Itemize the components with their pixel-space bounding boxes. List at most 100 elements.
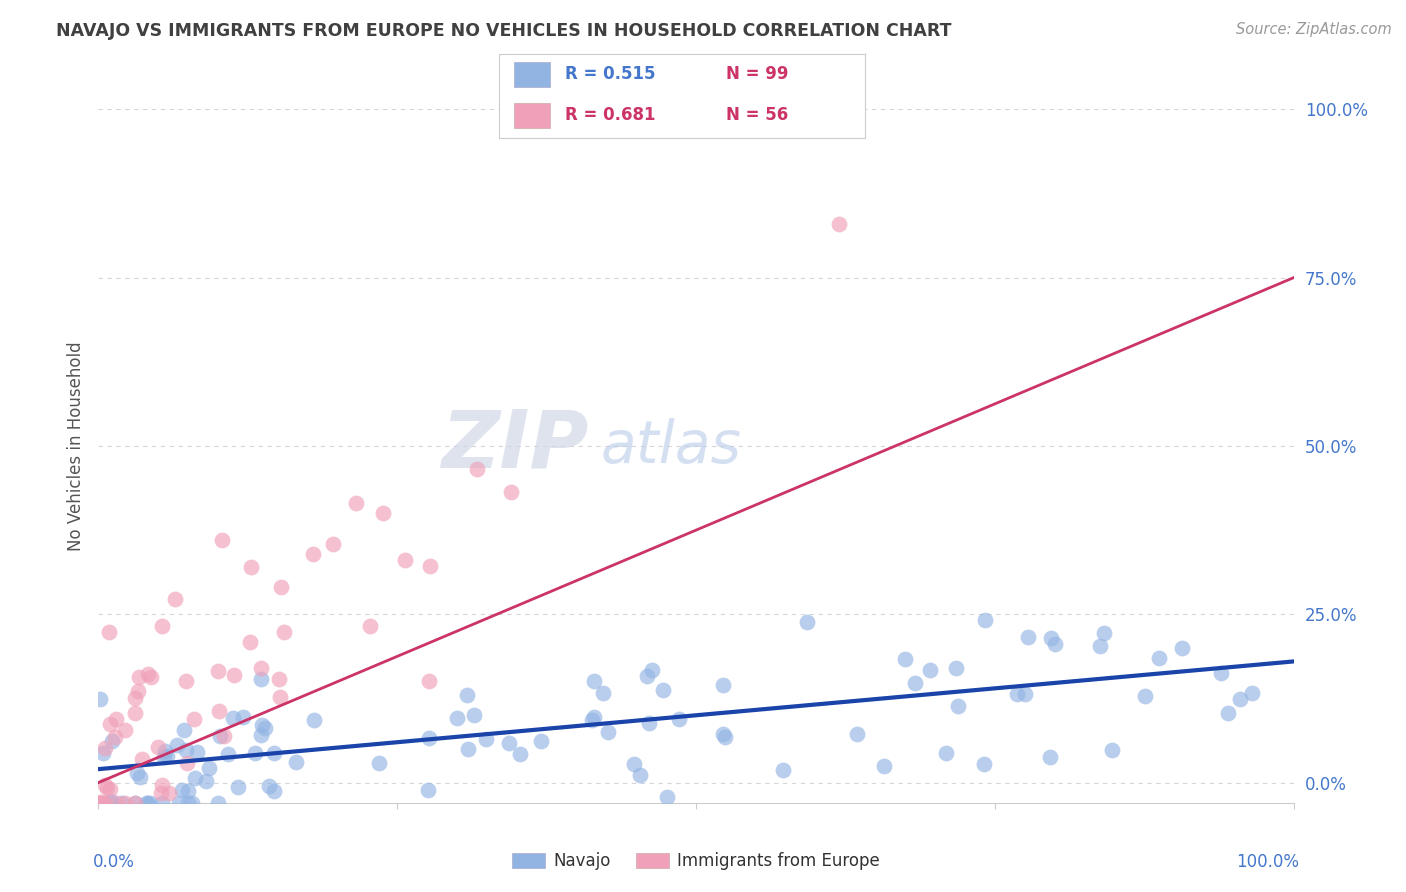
- Point: [139, 670, 162, 684]
- Point: [711, 678, 734, 692]
- Point: [498, 735, 520, 749]
- Point: [211, 533, 233, 547]
- Point: [973, 757, 995, 772]
- Point: [212, 729, 235, 743]
- Point: [197, 761, 219, 775]
- Point: [418, 673, 440, 688]
- Point: [153, 750, 176, 764]
- Bar: [513, 62, 550, 87]
- Point: [419, 559, 441, 574]
- Point: [1014, 686, 1036, 700]
- Point: [98, 796, 121, 810]
- Point: [107, 796, 129, 810]
- Point: [935, 746, 957, 760]
- Text: atlas: atlas: [600, 417, 741, 475]
- Point: [368, 756, 391, 771]
- Text: ZIP: ZIP: [441, 407, 588, 485]
- Point: [89, 691, 111, 706]
- Point: [124, 796, 146, 810]
- Point: [98, 717, 121, 731]
- Point: [125, 765, 148, 780]
- Point: [628, 767, 651, 781]
- Text: N = 99: N = 99: [725, 65, 789, 83]
- Point: [124, 796, 146, 810]
- Point: [1216, 706, 1239, 720]
- Point: [596, 725, 619, 739]
- Point: [231, 709, 253, 723]
- Point: [1133, 689, 1156, 703]
- Point: [173, 723, 195, 737]
- Point: [98, 782, 121, 797]
- Point: [217, 747, 239, 761]
- Point: [96, 780, 118, 795]
- Point: [828, 217, 851, 231]
- Point: [174, 674, 197, 689]
- Point: [302, 713, 325, 727]
- Point: [135, 796, 157, 810]
- Point: [285, 756, 308, 770]
- Point: [1240, 686, 1263, 700]
- Point: [269, 690, 291, 705]
- Point: [1039, 632, 1062, 646]
- Point: [150, 778, 173, 792]
- Point: [243, 747, 266, 761]
- Point: [894, 651, 917, 665]
- Point: [176, 756, 198, 771]
- Point: [89, 796, 111, 810]
- Point: [128, 770, 150, 784]
- Point: [418, 731, 440, 746]
- Point: [136, 666, 159, 681]
- Point: [186, 745, 208, 759]
- Text: R = 0.681: R = 0.681: [565, 106, 655, 124]
- Point: [257, 780, 280, 794]
- Point: [209, 729, 232, 743]
- Point: [263, 784, 285, 798]
- Point: [176, 743, 198, 757]
- Point: [465, 461, 488, 475]
- Point: [150, 796, 173, 810]
- Point: [845, 727, 868, 741]
- Point: [668, 712, 690, 726]
- Point: [457, 741, 479, 756]
- Point: [263, 746, 285, 760]
- Point: [139, 796, 162, 810]
- Point: [128, 670, 150, 684]
- Point: [91, 746, 114, 760]
- Point: [456, 688, 478, 702]
- Point: [94, 740, 117, 755]
- Point: [583, 709, 606, 723]
- Legend: Navajo, Immigrants from Europe: Navajo, Immigrants from Europe: [505, 846, 887, 877]
- Text: 0.0%: 0.0%: [93, 853, 135, 871]
- Point: [714, 730, 737, 744]
- Point: [1088, 639, 1111, 653]
- Point: [1101, 743, 1123, 757]
- Y-axis label: No Vehicles in Household: No Vehicles in Household: [66, 341, 84, 551]
- Point: [157, 786, 180, 800]
- Point: [509, 747, 531, 762]
- Point: [104, 730, 127, 744]
- Point: [1092, 625, 1115, 640]
- Point: [224, 667, 246, 681]
- Point: [114, 796, 136, 810]
- Point: [124, 691, 146, 706]
- Point: [172, 783, 194, 797]
- Point: [184, 772, 207, 786]
- Point: [302, 547, 325, 561]
- Point: [273, 624, 295, 639]
- Point: [475, 732, 498, 747]
- Point: [169, 796, 191, 810]
- Point: [974, 613, 997, 627]
- Point: [623, 757, 645, 772]
- Point: [177, 796, 200, 810]
- Point: [796, 615, 818, 629]
- Point: [641, 663, 664, 677]
- Text: R = 0.515: R = 0.515: [565, 65, 655, 83]
- Point: [207, 664, 229, 678]
- Point: [394, 553, 416, 567]
- Point: [181, 796, 204, 810]
- Point: [583, 673, 606, 688]
- Point: [94, 796, 117, 810]
- Point: [322, 536, 344, 550]
- Point: [1209, 666, 1232, 681]
- Point: [1043, 637, 1066, 651]
